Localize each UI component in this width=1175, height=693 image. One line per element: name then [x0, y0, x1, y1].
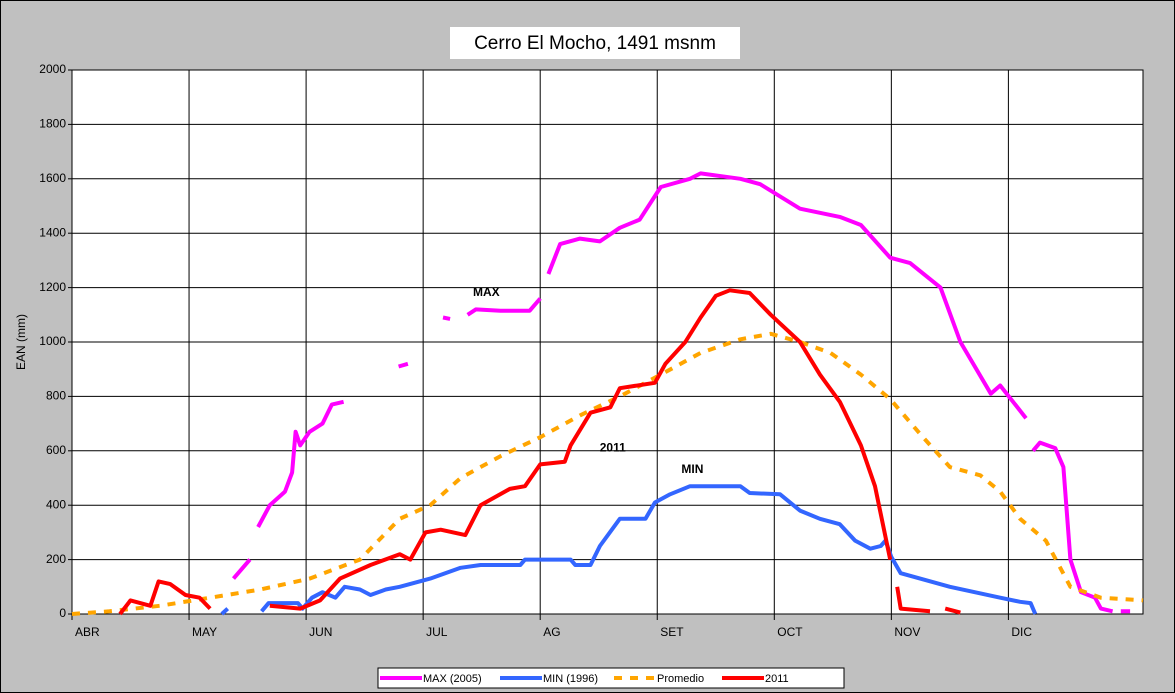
x-tick-label: NOV [894, 625, 920, 639]
title-box [450, 27, 740, 59]
x-tick-label: MAY [192, 625, 217, 639]
y-tick-label: 1400 [39, 225, 66, 239]
legend-label: MIN (1996) [543, 673, 598, 685]
y-axis-label: EAN (mm) [14, 314, 28, 370]
y-tick-label: 800 [46, 389, 66, 403]
y-tick-label: 2000 [39, 62, 66, 76]
y-tick-label: 0 [59, 606, 66, 620]
series-line [118, 288, 961, 616]
y-tick-label: 1000 [39, 334, 66, 348]
y-tick-label: 600 [46, 443, 66, 457]
x-tick-label: AG [543, 625, 560, 639]
y-tick-label: 1200 [39, 280, 66, 294]
legend-label: MAX (2005) [423, 673, 482, 685]
x-tick-label: ABR [75, 625, 100, 639]
x-tick-label: JUL [426, 625, 448, 639]
legend-label: Promedio [657, 673, 704, 685]
y-tick-label: 200 [46, 552, 66, 566]
series-line [71, 331, 1144, 616]
annotation: 2011 [600, 440, 626, 454]
x-tick-label: OCT [777, 625, 803, 639]
annotation: MIN [681, 462, 703, 476]
y-tick-label: 1600 [39, 171, 66, 185]
x-tick-label: DIC [1011, 625, 1032, 639]
x-tick-label: JUN [309, 625, 332, 639]
y-tick-label: 1800 [39, 117, 66, 131]
series-line [231, 171, 1131, 614]
y-tick-label: 400 [46, 497, 66, 511]
chart-title: Cerro El Mocho, 1491 msnm [474, 33, 716, 54]
annotation: MAX [473, 285, 500, 299]
legend-box [377, 667, 845, 689]
x-tick-label: SET [660, 625, 684, 639]
legend-label: 2011 [765, 673, 789, 685]
